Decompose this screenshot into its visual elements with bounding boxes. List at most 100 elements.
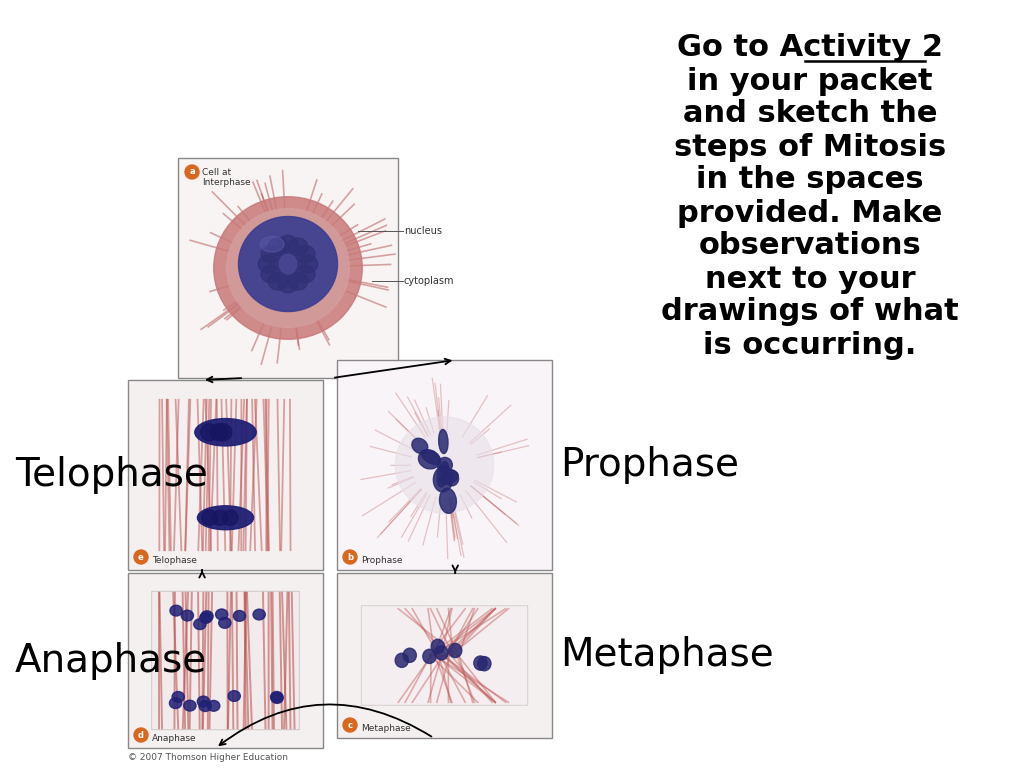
Ellipse shape [438, 429, 449, 454]
Ellipse shape [403, 648, 417, 662]
Ellipse shape [212, 510, 228, 525]
Ellipse shape [295, 265, 315, 283]
Text: Metaphase: Metaphase [361, 724, 411, 733]
Text: and sketch the: and sketch the [683, 100, 937, 128]
Bar [128, 573, 323, 748]
Text: next to your: next to your [705, 264, 915, 293]
Text: in the spaces: in the spaces [696, 165, 924, 194]
Ellipse shape [216, 609, 227, 620]
Ellipse shape [195, 419, 256, 446]
Bar [178, 158, 398, 378]
Ellipse shape [478, 657, 490, 670]
Ellipse shape [474, 656, 487, 670]
Text: Metaphase: Metaphase [560, 637, 774, 674]
Bar [337, 573, 552, 738]
Ellipse shape [437, 458, 453, 472]
Text: Prophase: Prophase [361, 556, 402, 565]
Ellipse shape [288, 273, 308, 290]
Ellipse shape [219, 617, 231, 628]
FancyBboxPatch shape [152, 591, 299, 730]
Ellipse shape [208, 700, 220, 711]
Ellipse shape [210, 424, 227, 441]
Text: Anaphase: Anaphase [15, 641, 207, 680]
Ellipse shape [181, 610, 194, 621]
Text: e: e [138, 552, 144, 561]
Circle shape [134, 550, 148, 564]
Text: Go to Activity 2: Go to Activity 2 [677, 34, 943, 62]
Ellipse shape [295, 245, 315, 263]
Ellipse shape [412, 439, 428, 453]
Ellipse shape [201, 424, 218, 441]
Ellipse shape [239, 217, 338, 312]
Ellipse shape [194, 619, 206, 630]
Text: nucleus: nucleus [404, 226, 442, 236]
Text: is occurring.: is occurring. [703, 330, 916, 359]
Circle shape [343, 718, 357, 732]
Text: Prophase: Prophase [560, 446, 739, 484]
Bar [337, 360, 552, 570]
Ellipse shape [271, 693, 284, 703]
Ellipse shape [214, 197, 362, 339]
Ellipse shape [437, 462, 449, 487]
Bar [128, 380, 323, 570]
Circle shape [185, 165, 199, 179]
Ellipse shape [419, 450, 440, 469]
Ellipse shape [253, 609, 265, 620]
Ellipse shape [270, 691, 283, 702]
Ellipse shape [198, 696, 210, 707]
Text: cytoplasm: cytoplasm [404, 276, 455, 286]
Text: b: b [347, 552, 353, 561]
Text: observations: observations [698, 231, 922, 260]
Ellipse shape [198, 506, 254, 530]
Text: provided. Make: provided. Make [677, 198, 943, 227]
Ellipse shape [169, 698, 181, 709]
Text: c: c [347, 720, 352, 730]
Ellipse shape [449, 644, 462, 657]
Ellipse shape [440, 471, 458, 484]
Ellipse shape [443, 469, 459, 486]
Ellipse shape [268, 273, 288, 290]
Ellipse shape [261, 265, 281, 283]
Ellipse shape [183, 700, 196, 711]
Ellipse shape [261, 245, 281, 263]
Ellipse shape [279, 235, 298, 253]
Ellipse shape [431, 639, 444, 654]
Ellipse shape [268, 238, 288, 256]
Ellipse shape [228, 690, 241, 701]
Text: Telophase: Telophase [152, 556, 197, 565]
Ellipse shape [279, 275, 298, 293]
Ellipse shape [233, 611, 246, 621]
Ellipse shape [222, 510, 239, 525]
Circle shape [343, 550, 357, 564]
Ellipse shape [423, 649, 436, 664]
Ellipse shape [395, 417, 494, 513]
Text: Cell at
Interphase: Cell at Interphase [202, 168, 251, 187]
FancyBboxPatch shape [361, 606, 527, 705]
Ellipse shape [439, 488, 457, 513]
Ellipse shape [435, 646, 449, 660]
Ellipse shape [421, 450, 440, 465]
Ellipse shape [395, 654, 409, 667]
Text: © 2007 Thomson Higher Education: © 2007 Thomson Higher Education [128, 753, 288, 762]
Ellipse shape [298, 255, 317, 273]
Ellipse shape [172, 691, 184, 702]
Ellipse shape [200, 613, 212, 624]
Text: Anaphase: Anaphase [152, 734, 197, 743]
Text: steps of Mitosis: steps of Mitosis [674, 133, 946, 161]
Ellipse shape [201, 611, 213, 621]
Text: in your packet: in your packet [687, 67, 933, 95]
Text: drawings of what: drawings of what [662, 297, 958, 326]
Ellipse shape [258, 255, 279, 273]
Ellipse shape [199, 700, 211, 711]
Circle shape [134, 728, 148, 742]
Ellipse shape [226, 209, 349, 327]
Ellipse shape [170, 605, 182, 616]
Ellipse shape [288, 238, 308, 256]
Ellipse shape [433, 466, 453, 492]
Ellipse shape [214, 424, 231, 441]
Ellipse shape [202, 510, 217, 525]
Text: Telophase: Telophase [15, 456, 208, 494]
Ellipse shape [260, 237, 284, 252]
Text: d: d [138, 730, 144, 740]
Text: a: a [189, 167, 195, 177]
